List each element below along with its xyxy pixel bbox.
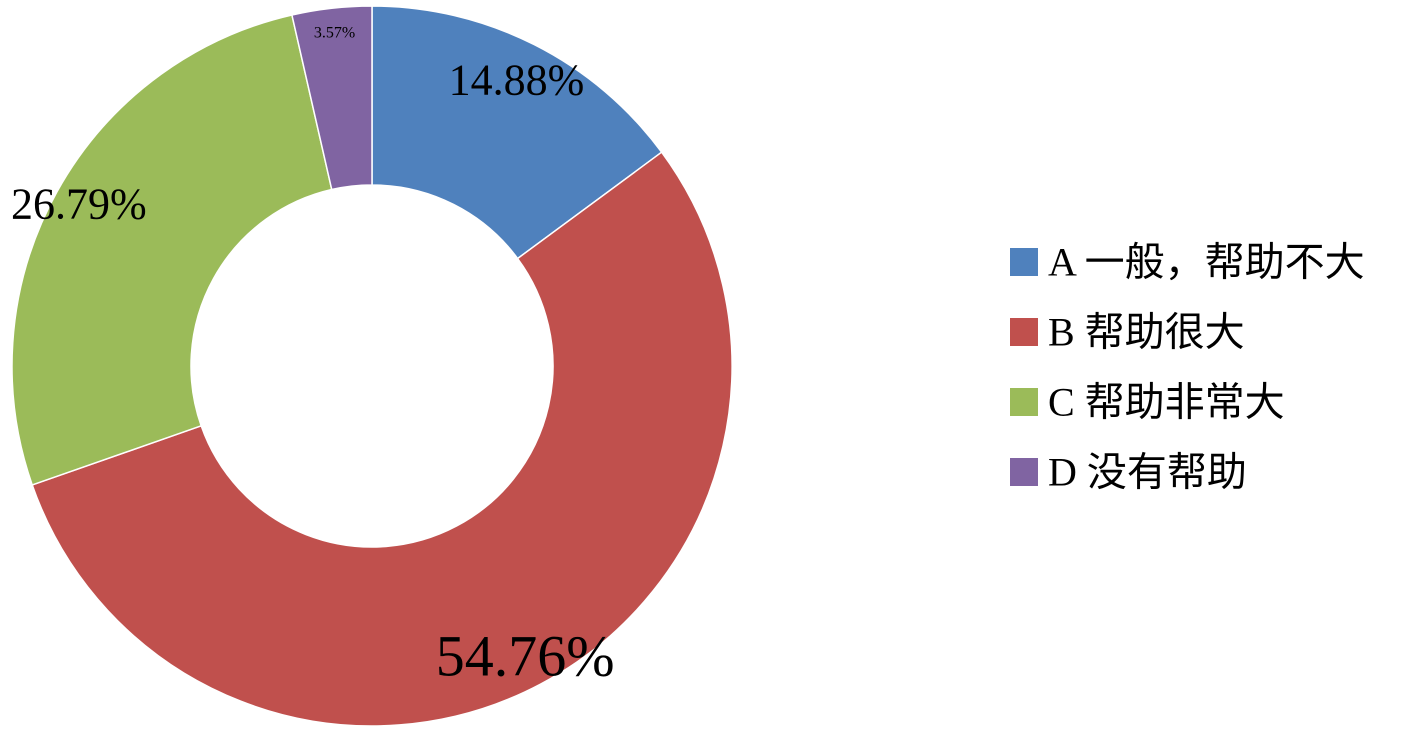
legend-item-d: D 没有帮助 — [1010, 450, 1247, 495]
legend-swatch-c — [1010, 388, 1038, 416]
legend-item-a: A 一般，帮助不大 — [1010, 240, 1365, 285]
legend-label-c: C 帮助非常大 — [1048, 380, 1285, 425]
slice-b — [31, 151, 733, 727]
legend-swatch-a — [1010, 248, 1038, 276]
legend-label-a: A 一般，帮助不大 — [1048, 240, 1365, 285]
legend: A 一般，帮助不大 B 帮助很大 C 帮助非常大 D 没有帮助 — [1010, 240, 1365, 495]
legend-label-b: B 帮助很大 — [1048, 310, 1245, 355]
slice-label-b: 54.76% — [436, 623, 615, 688]
donut-slices — [11, 5, 733, 727]
slice-label-d: 3.57% — [314, 25, 355, 42]
slice-a — [371, 5, 663, 260]
legend-swatch-b — [1010, 318, 1038, 346]
slice-label-c: 26.79% — [11, 179, 147, 228]
legend-label-d: D 没有帮助 — [1048, 450, 1247, 495]
slice-label-a: 14.88% — [449, 55, 585, 104]
legend-item-b: B 帮助很大 — [1010, 310, 1245, 355]
legend-swatch-d — [1010, 458, 1038, 486]
legend-item-c: C 帮助非常大 — [1010, 380, 1285, 425]
slice-c — [11, 14, 333, 486]
slice-value-labels: 14.88% 54.76% 26.79% 3.57% — [11, 25, 615, 689]
slice-d — [291, 5, 373, 191]
